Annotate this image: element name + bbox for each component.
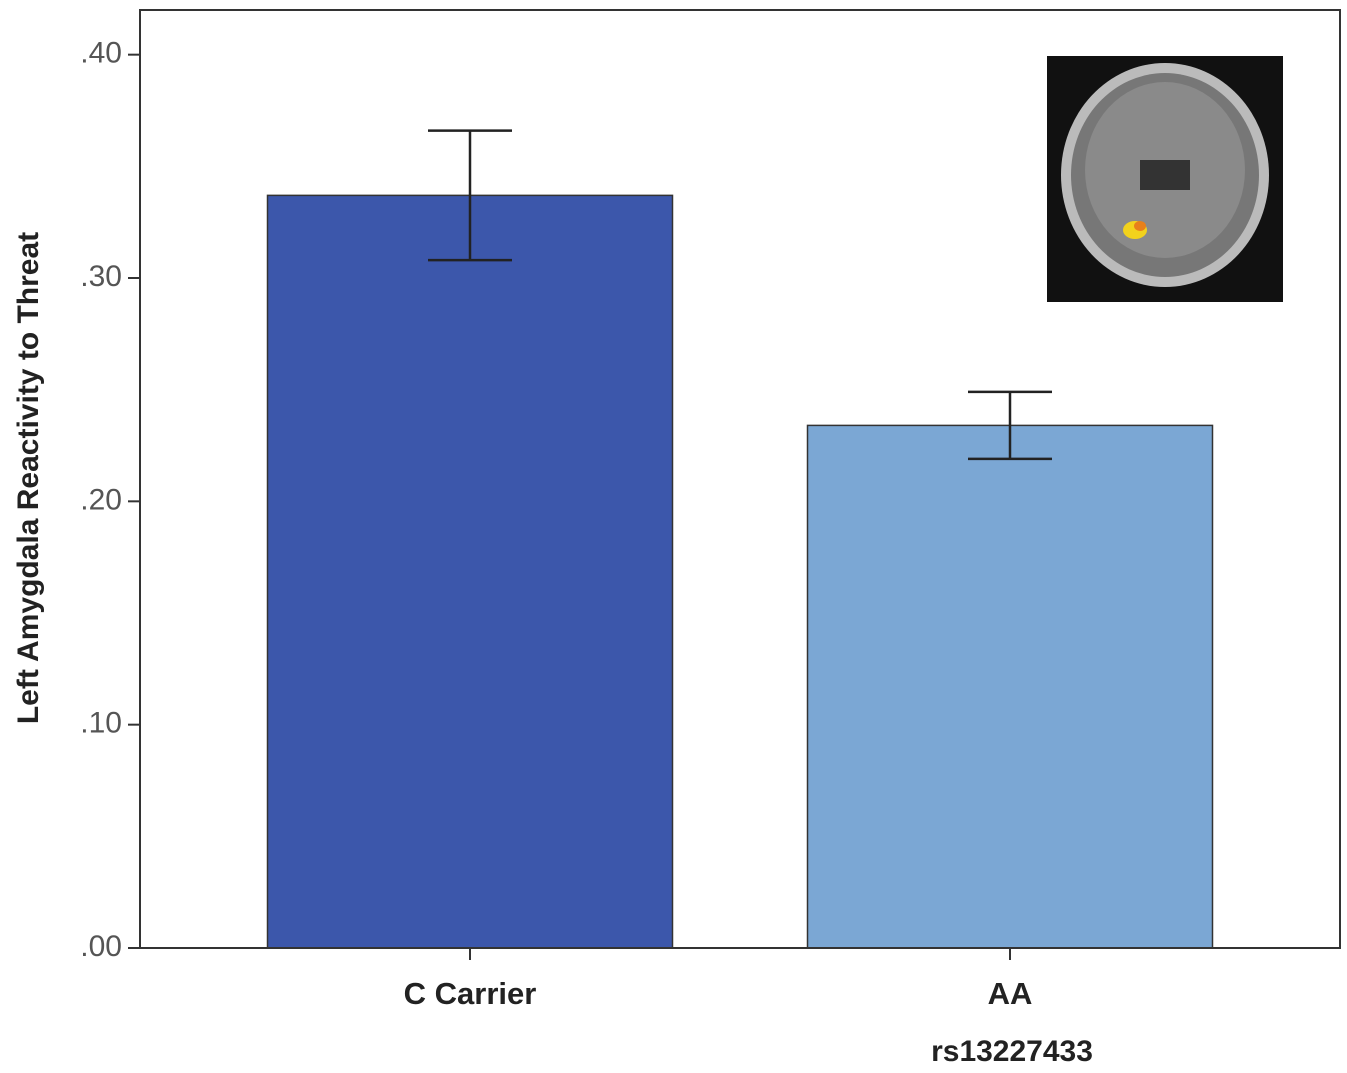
y-tick-label: .10	[80, 707, 122, 740]
brain-inset	[1047, 56, 1283, 302]
y-axis-label: Left Amygdala Reactivity to Threat	[12, 232, 45, 724]
y-tick-label: .40	[80, 37, 122, 70]
error-bar	[428, 129, 512, 262]
y-tick-label: .00	[80, 930, 122, 963]
y-tick-label: .30	[80, 260, 122, 293]
x-axis-label: rs13227433	[931, 1035, 1093, 1068]
bar	[806, 424, 1214, 949]
x-tick-label: AA	[988, 976, 1033, 1011]
y-tick-label: .20	[80, 483, 122, 516]
x-tick-label: C Carrier	[404, 976, 537, 1011]
error-bar	[968, 390, 1052, 461]
bar	[266, 194, 674, 949]
